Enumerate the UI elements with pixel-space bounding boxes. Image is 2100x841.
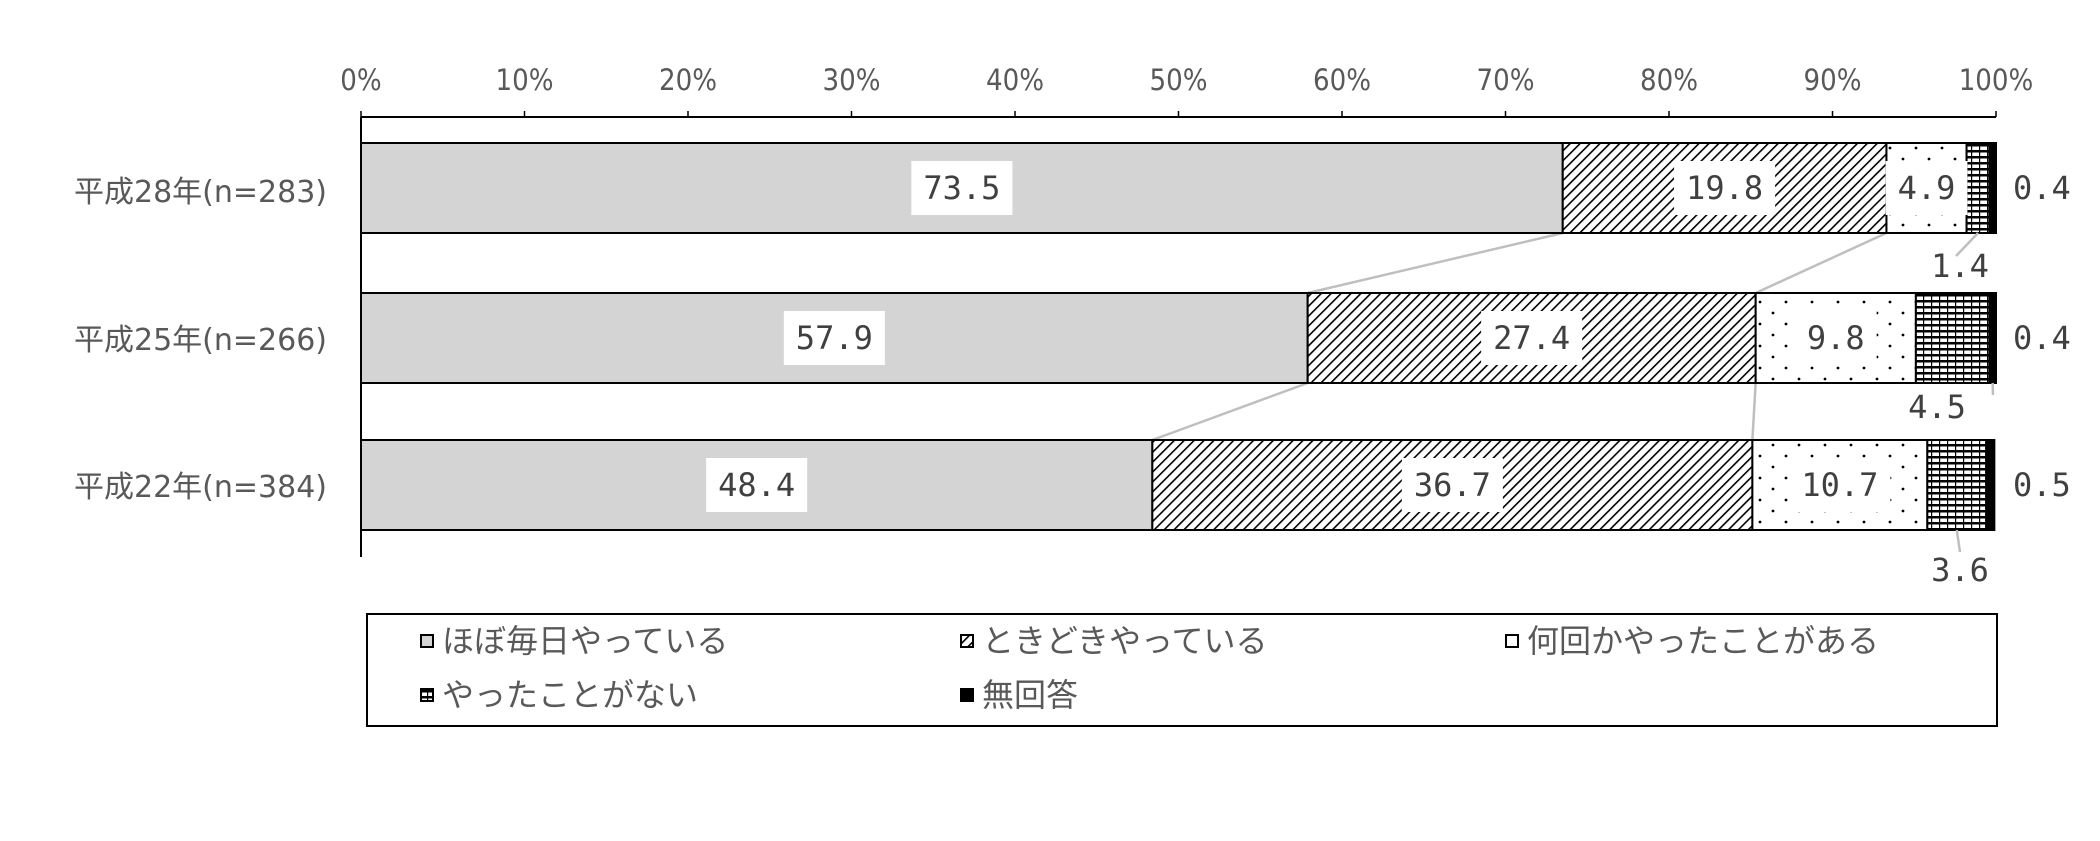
x-tick-label: 40% xyxy=(986,63,1044,97)
series-line xyxy=(1755,231,1887,295)
category-label-h25: 平成25年(n=266) xyxy=(74,323,327,358)
data-label-background xyxy=(783,311,885,365)
data-label: 48.4 xyxy=(718,466,795,504)
data-label-background xyxy=(1674,161,1776,215)
legend-item-series-1: ほぼ毎日やっている xyxy=(420,622,728,660)
data-label-background xyxy=(1401,458,1503,512)
legend-item-series-3: 何回かやったことがある xyxy=(1505,622,1879,660)
data-label: 1.4 xyxy=(1931,247,1989,285)
data-label: 4.9 xyxy=(1898,169,1956,207)
data-label-background xyxy=(1481,311,1583,365)
data-label: 0.4 xyxy=(2013,319,2071,357)
bar-segment xyxy=(1926,439,1988,531)
x-tick-label: 0% xyxy=(340,63,381,97)
data-label: 4.5 xyxy=(1908,388,1966,426)
x-tick-label: 90% xyxy=(1804,63,1862,97)
legend-label-series-5: 無回答 xyxy=(982,676,1078,714)
bar-segment xyxy=(1988,292,1997,384)
x-tick-label: 100% xyxy=(1959,63,2034,97)
data-label: 36.7 xyxy=(1414,466,1491,504)
data-label-background xyxy=(1789,458,1891,512)
legend-item-series-4: やったことがない xyxy=(420,676,698,714)
x-tick-label: 50% xyxy=(1150,63,1208,97)
data-label: 19.8 xyxy=(1686,169,1763,207)
bar-segment xyxy=(1985,439,1996,531)
series-line xyxy=(1307,231,1564,295)
data-label: 0.5 xyxy=(2013,466,2071,504)
x-tick-label: 80% xyxy=(1640,63,1698,97)
legend-item-series-5: 無回答 xyxy=(960,676,1078,714)
data-label: 57.9 xyxy=(796,319,873,357)
bar-segment xyxy=(1306,292,1757,384)
x-tick-label: 30% xyxy=(823,63,881,97)
data-label-background xyxy=(911,161,1013,215)
x-tick-label: 60% xyxy=(1313,63,1371,97)
data-label-background xyxy=(706,458,808,512)
data-label-background xyxy=(1885,161,1968,215)
series-line xyxy=(1751,382,1757,441)
legend-swatch-series-1 xyxy=(420,634,434,648)
series-line xyxy=(1151,381,1309,442)
bar-segment xyxy=(1965,142,1991,234)
x-tick-label: 70% xyxy=(1477,63,1535,97)
leader-line xyxy=(1955,529,1962,553)
legend-label-series-1: ほぼ毎日やっている xyxy=(442,622,728,660)
legend-label-series-2: ときどきやっている xyxy=(982,622,1267,660)
bar-segment xyxy=(1914,292,1991,384)
category-label-h22: 平成22年(n=384) xyxy=(74,470,327,505)
legend-label-series-4: やったことがない xyxy=(442,676,698,714)
bar-segment xyxy=(1988,142,1997,234)
legend-swatch-series-3 xyxy=(1505,634,1519,648)
legend-swatch-series-4 xyxy=(420,688,434,702)
data-label: 0.4 xyxy=(2013,169,2071,207)
data-label: 9.8 xyxy=(1807,319,1865,357)
data-label-background xyxy=(1794,311,1877,365)
legend-swatch-series-2 xyxy=(960,634,974,648)
legend-item-series-2: ときどきやっている xyxy=(960,622,1267,660)
data-label: 10.7 xyxy=(1801,466,1878,504)
legend-box xyxy=(366,613,1998,727)
x-tick-label: 20% xyxy=(659,63,717,97)
legend-swatch-series-5 xyxy=(960,688,974,702)
category-label-h28: 平成28年(n=283) xyxy=(74,175,327,210)
data-label: 27.4 xyxy=(1493,319,1570,357)
data-label: 73.5 xyxy=(923,169,1000,207)
legend-label-series-3: 何回かやったことがある xyxy=(1527,622,1879,660)
x-tick-label: 10% xyxy=(496,63,554,97)
data-label: 3.6 xyxy=(1931,551,1989,589)
leader-line xyxy=(1955,232,1979,257)
